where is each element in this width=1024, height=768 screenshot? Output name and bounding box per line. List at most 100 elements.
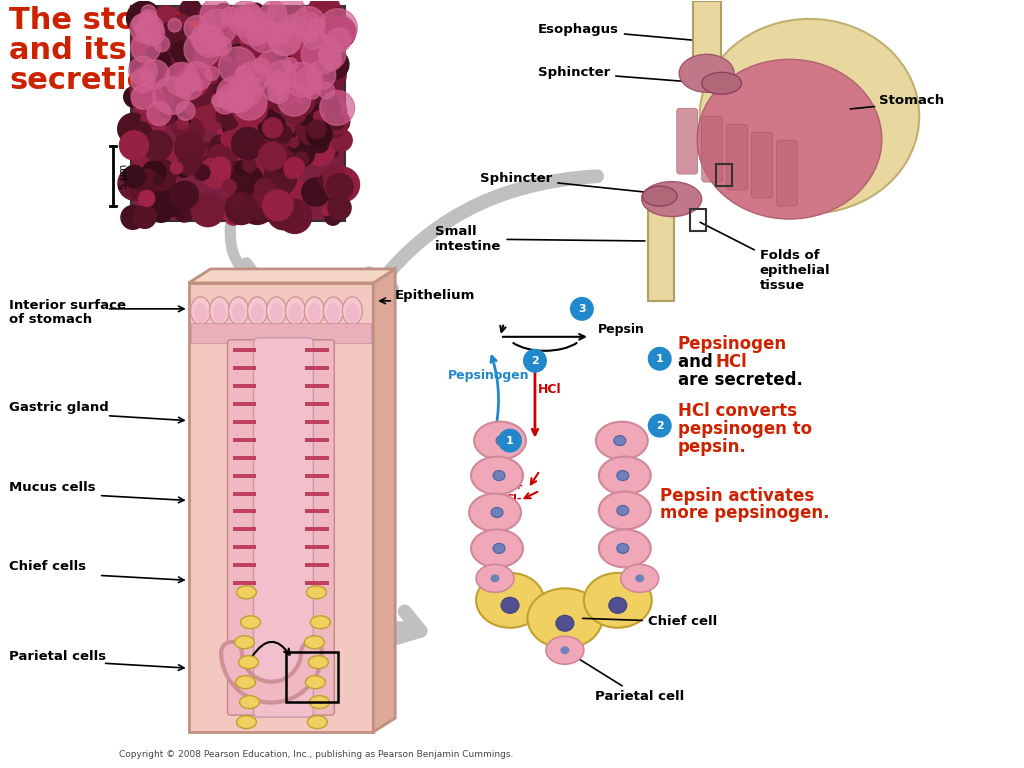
Bar: [690, 209, 706, 231]
Ellipse shape: [308, 656, 329, 669]
Circle shape: [221, 113, 238, 130]
FancyBboxPatch shape: [190, 323, 372, 343]
Circle shape: [285, 62, 319, 97]
Circle shape: [175, 203, 194, 222]
Circle shape: [226, 161, 255, 190]
Circle shape: [216, 109, 231, 124]
Circle shape: [243, 159, 256, 172]
Circle shape: [326, 174, 353, 200]
Ellipse shape: [251, 303, 264, 323]
Circle shape: [154, 184, 187, 217]
Ellipse shape: [266, 297, 287, 325]
Text: Cl-: Cl-: [505, 495, 521, 505]
Circle shape: [130, 79, 154, 103]
Bar: [232, 492, 256, 495]
Circle shape: [160, 14, 170, 24]
Ellipse shape: [237, 586, 256, 599]
Circle shape: [132, 35, 146, 49]
Circle shape: [189, 35, 221, 68]
Circle shape: [174, 15, 189, 30]
Circle shape: [140, 10, 158, 28]
Circle shape: [498, 429, 522, 452]
FancyBboxPatch shape: [692, 2, 721, 71]
Ellipse shape: [213, 303, 226, 323]
Circle shape: [254, 209, 266, 221]
Text: more pepsinogen.: more pepsinogen.: [659, 505, 829, 522]
Circle shape: [262, 118, 283, 138]
Ellipse shape: [476, 573, 544, 627]
Bar: [305, 419, 330, 424]
Circle shape: [318, 174, 333, 189]
Circle shape: [287, 139, 314, 167]
Circle shape: [275, 45, 286, 55]
Text: HCl converts: HCl converts: [678, 402, 797, 419]
Circle shape: [135, 109, 166, 139]
Circle shape: [327, 103, 335, 111]
Circle shape: [293, 20, 318, 45]
Circle shape: [236, 65, 252, 82]
Circle shape: [318, 82, 335, 99]
Circle shape: [141, 35, 151, 45]
Circle shape: [146, 44, 173, 70]
Bar: [232, 528, 256, 531]
Ellipse shape: [701, 72, 741, 94]
Circle shape: [264, 167, 290, 194]
Circle shape: [184, 100, 207, 122]
Circle shape: [257, 109, 276, 128]
Circle shape: [176, 101, 196, 121]
Circle shape: [302, 178, 330, 206]
Circle shape: [191, 193, 224, 227]
Circle shape: [313, 58, 346, 91]
Ellipse shape: [324, 297, 343, 325]
Circle shape: [156, 92, 174, 111]
Ellipse shape: [304, 636, 325, 649]
Circle shape: [152, 100, 177, 125]
Circle shape: [272, 193, 288, 209]
FancyBboxPatch shape: [648, 201, 674, 301]
Circle shape: [321, 98, 346, 124]
Circle shape: [131, 68, 155, 93]
Circle shape: [232, 85, 266, 120]
Circle shape: [222, 113, 249, 139]
Bar: [305, 545, 330, 549]
Text: Parietal cells: Parietal cells: [9, 650, 106, 664]
Circle shape: [194, 87, 212, 106]
Circle shape: [128, 144, 141, 157]
Circle shape: [294, 100, 319, 125]
Circle shape: [154, 54, 172, 73]
Circle shape: [307, 120, 326, 138]
FancyBboxPatch shape: [227, 339, 261, 715]
Ellipse shape: [697, 59, 882, 219]
Circle shape: [183, 91, 212, 121]
Circle shape: [297, 31, 324, 57]
Ellipse shape: [699, 19, 920, 214]
Circle shape: [221, 131, 236, 147]
Ellipse shape: [609, 598, 627, 614]
Text: secretions: secretions: [9, 66, 187, 95]
Circle shape: [329, 147, 339, 157]
Circle shape: [263, 147, 296, 179]
Circle shape: [294, 101, 311, 119]
Circle shape: [173, 123, 186, 136]
FancyBboxPatch shape: [300, 339, 334, 715]
Circle shape: [274, 125, 292, 143]
Bar: [305, 528, 330, 531]
Circle shape: [194, 25, 225, 57]
Circle shape: [300, 96, 333, 128]
Circle shape: [202, 90, 215, 103]
Circle shape: [318, 41, 346, 68]
Bar: [232, 564, 256, 568]
Circle shape: [267, 21, 302, 55]
Ellipse shape: [490, 574, 500, 582]
Bar: [305, 348, 330, 352]
Circle shape: [276, 7, 305, 36]
Circle shape: [140, 60, 169, 89]
Circle shape: [315, 94, 340, 119]
FancyBboxPatch shape: [752, 132, 772, 198]
Ellipse shape: [241, 616, 260, 629]
Circle shape: [252, 201, 266, 216]
Circle shape: [123, 165, 145, 188]
Circle shape: [153, 9, 177, 34]
Circle shape: [222, 180, 237, 194]
Ellipse shape: [584, 573, 651, 627]
